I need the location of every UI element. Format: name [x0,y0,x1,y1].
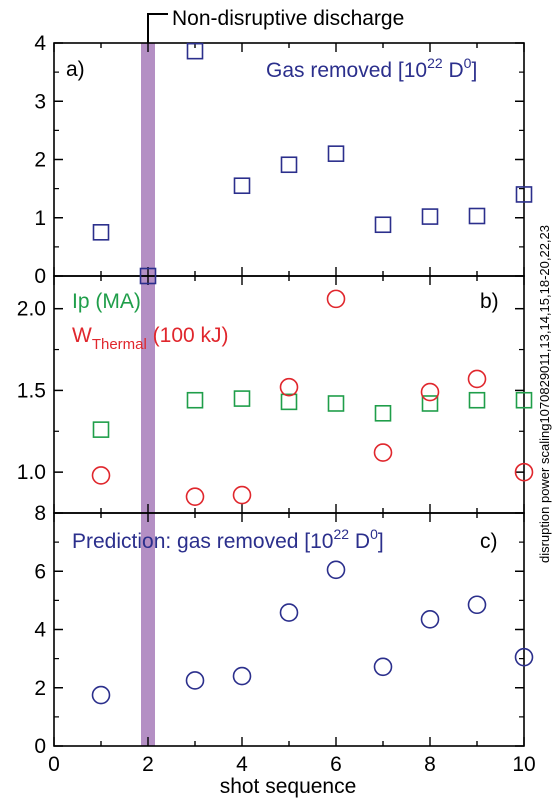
data-marks-layer [91,42,534,705]
panel-a-series-0-point [139,267,157,285]
legend-prediction: Prediction: gas removed [1022 D0] [72,526,384,553]
panel-b-series-1-point [326,289,346,309]
panel-b-series-1-point [514,462,534,482]
panel-c-series-0-point [185,671,205,690]
non-disruptive-band [141,43,155,746]
panel-b-tag: b) [480,290,499,313]
panel-b-series-0-point [515,391,533,409]
panel-b-series-0-point [186,391,204,409]
annotation-label: Non-disruptive discharge [172,7,404,30]
panel-a-y-tick-label: 2 [34,149,46,172]
panel-b-y-tick-label: 1.0 [17,461,46,484]
panel-b-series-0-point [280,393,298,411]
panel-c-series-0-point [514,647,534,667]
panel-c-y-tick-label: 2 [34,677,46,700]
panel-b-series-0-point [233,390,251,407]
panel-b-series-1-point [279,377,299,397]
panel-c-y-tick-label: 4 [34,619,46,642]
panel-a-y-tick-label: 0 [34,265,46,288]
legend-w-thermal: WThermal (100 kJ) [72,324,229,353]
panel-b-series-1-point [420,382,440,402]
panel-a-series-0-point [92,224,110,241]
panel-a-series-0-point [468,207,486,225]
panel-a-y-tick-label: 4 [34,32,46,55]
annotation-bracket [147,13,168,43]
panel-c-series-0-point [232,666,252,686]
panel-a-series-0-point [374,216,392,234]
panel-b-series-0-point [92,421,110,438]
panel-c-series-0-point [91,685,111,705]
panel-b-series-1-point [91,466,111,485]
panel-a-y-tick-label: 1 [34,207,46,230]
panel-a-series-0-point [515,186,533,203]
panel-a-series-0-point [421,208,439,225]
panel-a-y-tick-label: 3 [34,90,46,113]
panel-c-series-0-point [467,595,487,615]
panel-a-series-0-point [233,177,251,195]
panel-b-series-0-point [374,404,392,422]
panel-c-y-tick-label: 8 [34,502,46,525]
x-tick-label: 2 [142,753,154,776]
panel-b-series-1-point [232,485,252,505]
panel-b-y-tick-label: 1.5 [17,379,46,402]
panel-c-series-0-point [420,610,440,629]
non-disruptive-band-layer [141,43,155,746]
panel-a-tag: a) [66,58,85,81]
panel-b-series-0-point [421,395,439,412]
panel-c-tag: c) [480,530,498,553]
panel-b-series-1-point [185,487,205,506]
x-tick-label: 6 [330,753,342,776]
panel-b-series-0-point [468,391,486,409]
x-tick-label: 0 [48,753,60,776]
panel-c-series-0-point [373,657,393,677]
x-tick-label: 10 [512,753,535,776]
panel-c-y-tick-label: 6 [34,560,46,583]
x-axis-label: shot sequence [220,775,357,798]
side-label: disruption power scaling1070829011,13,14… [537,225,552,563]
x-tick-label: 8 [424,753,436,776]
panel-a-series-0-point [186,42,204,60]
panel-b-series-1-point [467,369,487,389]
tick-layer: 0 1 2 3 4 1.0 1.5 2.0 0 2 4 6 8 0 2 4 6 8 10 [17,32,536,776]
panel-a-series-0-point [280,156,298,174]
x-tick-label: 4 [236,753,248,776]
panel-c-series-0-point [326,560,346,580]
panel-c-series-0-point [279,603,299,622]
panel-b-series-0-point [327,395,345,412]
panel-a-series-0-point [327,145,345,162]
legend-ip: Ip (MA) [72,290,141,313]
panel-c-y-tick-label: 0 [34,735,46,758]
labels-layer: Non-disruptive discharge disruption powe… [66,7,552,798]
panel-frames-layer [53,13,525,747]
panel-b-series-1-point [373,443,393,462]
panel-b-y-tick-label: 2.0 [17,298,46,321]
legend-gas-removed: Gas removed [1022 D0] [266,55,477,82]
